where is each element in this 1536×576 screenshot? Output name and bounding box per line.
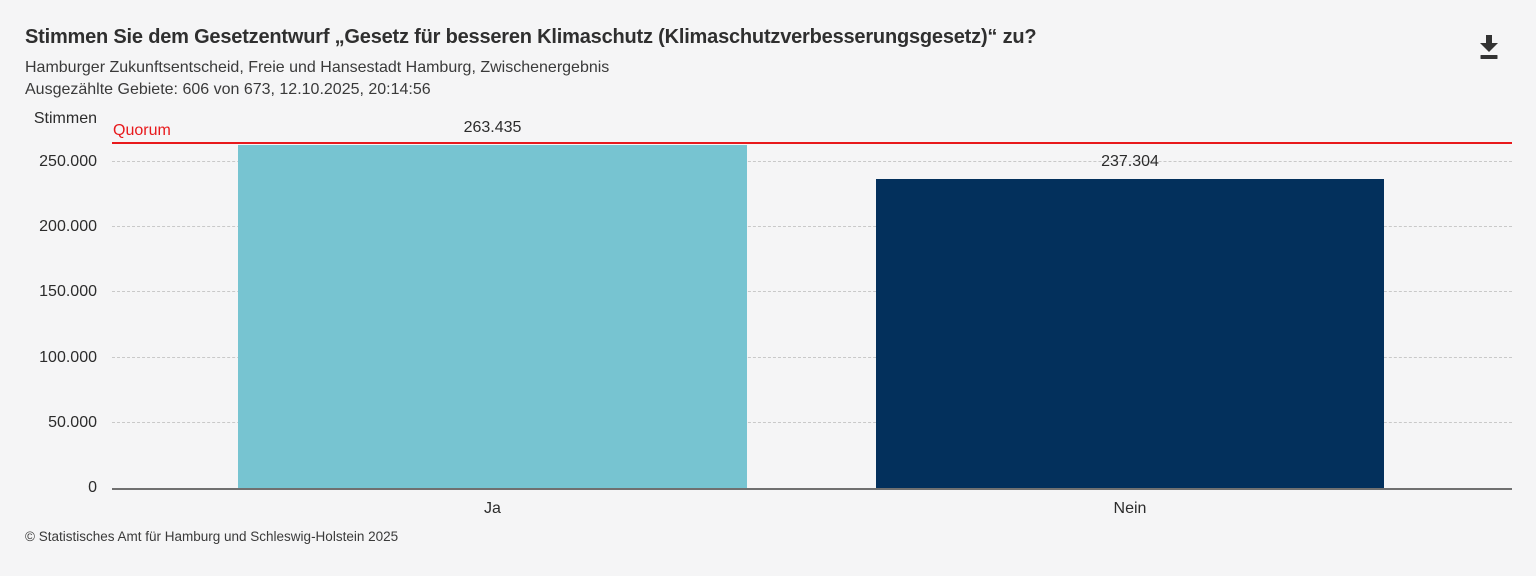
value-label-nein: 237.304: [1101, 152, 1159, 170]
gridline: [112, 161, 1512, 163]
y-tick-label: 250.000: [39, 153, 97, 171]
y-tick-label: 100.000: [39, 348, 97, 366]
gridline: [112, 291, 1512, 293]
y-tick-label: 150.000: [39, 283, 97, 301]
download-icon: [1477, 33, 1501, 61]
quorum-label: Quorum: [113, 121, 171, 139]
gridline: [112, 421, 1512, 423]
y-axis: 0 50.000 100.000 150.000 200.000 250.000: [25, 123, 97, 496]
status-line: Ausgezählte Gebiete: 606 von 673, 12.10.…: [25, 81, 431, 98]
y-tick-label: 0: [88, 479, 97, 496]
gridline: [112, 356, 1512, 358]
y-axis-title: Stimmen: [33, 110, 97, 127]
value-label-ja: 263.435: [463, 118, 522, 136]
footer-copyright: © Statistisches Amt für Hamburg und Schl…: [25, 529, 399, 544]
page-title: Stimmen Sie dem Gesetzentwurf „Gesetz fü…: [25, 26, 1037, 48]
y-tick-label: 50.000: [48, 413, 97, 431]
quorum-line: [112, 141, 1512, 144]
plot-area: Quorum 263.435 Ja 237.304 Nein: [112, 119, 1512, 517]
bar-ja[interactable]: [238, 144, 747, 488]
bar-nein[interactable]: [876, 178, 1384, 488]
gridline: [112, 226, 1512, 228]
x-axis-label-nein: Nein: [1113, 500, 1147, 517]
page-subtitle: Hamburger Zukunftsentscheid, Freie und H…: [25, 59, 610, 76]
x-axis-label-ja: Ja: [484, 500, 501, 517]
y-tick-label: 200.000: [39, 218, 97, 236]
download-button[interactable]: [1475, 32, 1503, 62]
